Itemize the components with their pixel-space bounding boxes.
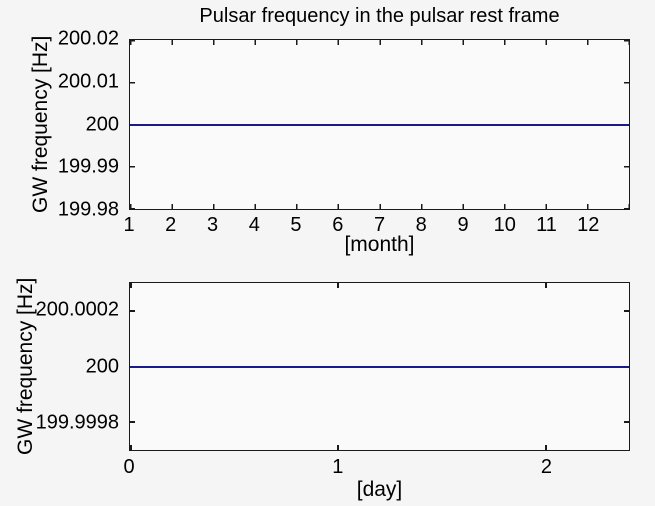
y-tick-labels-top: 200.02 200.01 200 199.99 199.98 bbox=[0, 28, 119, 221]
x-tick-label: 1 bbox=[332, 456, 344, 478]
x-tick-label: 12 bbox=[577, 214, 600, 236]
x-tick-label: 5 bbox=[290, 214, 302, 236]
y-tick-mark bbox=[624, 310, 629, 312]
x-tick-label: 4 bbox=[248, 214, 260, 236]
y-tick-mark bbox=[624, 421, 629, 423]
x-tick-mark bbox=[130, 445, 132, 450]
x-tick-label: 11 bbox=[536, 214, 557, 236]
x-tick-label: 7 bbox=[373, 214, 386, 236]
y-tick-label: 199.98 bbox=[57, 198, 119, 221]
x-tick-label: 3 bbox=[206, 214, 219, 236]
x-tick-label: 9 bbox=[457, 214, 469, 236]
plot-area-bottom bbox=[129, 282, 630, 451]
y-tick-label: 200 bbox=[85, 113, 119, 135]
chart-title: Pulsar frequency in the pulsar rest fram… bbox=[199, 5, 560, 27]
x-tick-mark bbox=[130, 283, 132, 288]
x-tick-labels-top: 1 2 3 4 5 6 7 8 9 10 11 12 bbox=[123, 214, 630, 238]
y-tick-label: 200.02 bbox=[57, 27, 119, 50]
x-axis-label-top: [month] bbox=[344, 233, 415, 256]
x-tick-label: 2 bbox=[540, 456, 553, 478]
x-tick-mark bbox=[337, 445, 339, 450]
y-tick-label: 199.9998 bbox=[35, 411, 119, 434]
x-tick-marks-bottom-edge bbox=[130, 204, 629, 209]
frequency-line-top bbox=[130, 123, 629, 126]
x-tick-marks-top-edge bbox=[130, 40, 629, 45]
x-tick-mark bbox=[545, 445, 547, 450]
x-tick-mark bbox=[337, 283, 339, 288]
x-tick-label: 10 bbox=[493, 214, 516, 236]
y-tick-mark bbox=[130, 421, 135, 423]
y-tick-label: 200.01 bbox=[57, 70, 119, 93]
x-axis-label-bottom: [day] bbox=[356, 478, 403, 501]
y-tick-label: 200 bbox=[85, 355, 119, 377]
x-tick-label: 0 bbox=[123, 456, 135, 478]
x-tick-mark bbox=[545, 283, 547, 288]
x-tick-label: 8 bbox=[415, 214, 427, 236]
plot-area-top bbox=[129, 39, 630, 210]
x-tick-labels-bottom: 0 1 2 bbox=[123, 456, 630, 480]
frequency-line-bottom bbox=[130, 365, 629, 368]
x-tick-label: 1 bbox=[123, 214, 135, 236]
y-tick-label: 199.99 bbox=[57, 155, 119, 178]
x-tick-label: 2 bbox=[165, 214, 177, 236]
y-tick-labels-bottom: 200.0002 200 199.9998 bbox=[0, 282, 119, 451]
y-tick-label: 200.0002 bbox=[35, 298, 119, 321]
x-tick-label: 6 bbox=[332, 214, 344, 236]
y-tick-mark bbox=[130, 310, 135, 312]
